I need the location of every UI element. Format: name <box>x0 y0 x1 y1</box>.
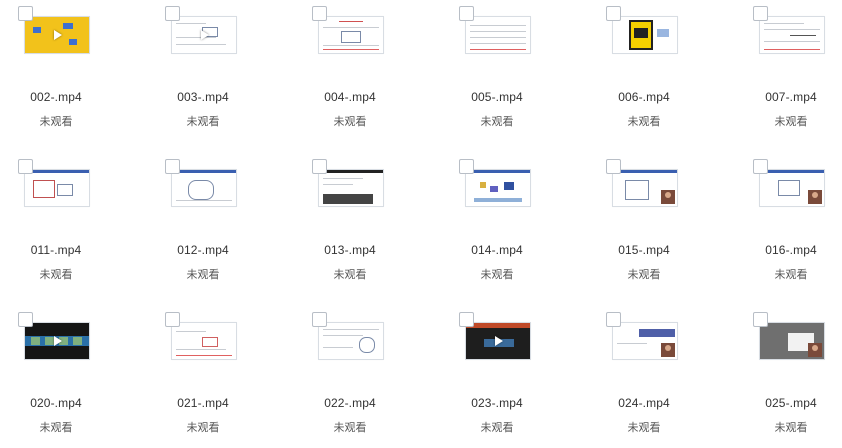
video-tile[interactable]: 005-.mp4 未观看 <box>459 2 559 142</box>
file-name[interactable]: 023-.mp4 <box>471 396 523 410</box>
video-thumbnail[interactable] <box>612 322 678 360</box>
video-thumbnail[interactable] <box>171 169 237 207</box>
checkbox-icon[interactable] <box>753 6 768 21</box>
checkbox-icon[interactable] <box>459 159 474 174</box>
video-thumbnail[interactable] <box>465 322 531 360</box>
file-name[interactable]: 024-.mp4 <box>618 396 670 410</box>
play-icon <box>54 336 62 346</box>
file-name[interactable]: 021-.mp4 <box>177 396 229 410</box>
video-thumbnail[interactable] <box>759 322 825 360</box>
video-thumbnail[interactable] <box>318 16 384 54</box>
watch-status: 未观看 <box>774 116 808 128</box>
video-thumbnail[interactable] <box>612 169 678 207</box>
checkbox-icon[interactable] <box>753 312 768 327</box>
webcam-overlay <box>808 343 822 357</box>
checkbox-icon[interactable] <box>312 159 327 174</box>
file-name[interactable]: 003-.mp4 <box>177 90 229 104</box>
video-tile[interactable]: 013-.mp4 未观看 <box>312 155 412 295</box>
file-name[interactable]: 014-.mp4 <box>471 243 523 257</box>
play-icon <box>201 30 209 40</box>
video-tile[interactable]: 023-.mp4 未观看 <box>459 308 559 448</box>
file-name[interactable]: 002-.mp4 <box>30 90 82 104</box>
video-tile[interactable]: 021-.mp4 未观看 <box>165 308 265 448</box>
video-tile[interactable]: 002-.mp4 未观看 <box>18 2 118 142</box>
checkbox-icon[interactable] <box>312 312 327 327</box>
video-thumbnail[interactable] <box>24 16 90 54</box>
checkbox-icon[interactable] <box>165 159 180 174</box>
watch-status: 未观看 <box>39 422 73 434</box>
checkbox-icon[interactable] <box>312 6 327 21</box>
video-tile[interactable]: 024-.mp4 未观看 <box>606 308 706 448</box>
checkbox-icon[interactable] <box>165 6 180 21</box>
video-tile[interactable]: 012-.mp4 未观看 <box>165 155 265 295</box>
video-tile[interactable]: 014-.mp4 未观看 <box>459 155 559 295</box>
checkbox-icon[interactable] <box>165 312 180 327</box>
watch-status: 未观看 <box>774 269 808 281</box>
watch-status: 未观看 <box>39 116 73 128</box>
watch-status: 未观看 <box>186 116 220 128</box>
watch-status: 未观看 <box>480 422 514 434</box>
video-thumbnail[interactable] <box>612 16 678 54</box>
video-thumbnail[interactable] <box>24 169 90 207</box>
watch-status: 未观看 <box>480 269 514 281</box>
checkbox-icon[interactable] <box>606 312 621 327</box>
video-thumbnail[interactable] <box>318 322 384 360</box>
video-thumbnail[interactable] <box>171 322 237 360</box>
file-name[interactable]: 022-.mp4 <box>324 396 376 410</box>
checkbox-icon[interactable] <box>459 6 474 21</box>
watch-status: 未观看 <box>39 269 73 281</box>
webcam-overlay <box>808 190 822 204</box>
file-name[interactable]: 013-.mp4 <box>324 243 376 257</box>
video-tile[interactable]: 004-.mp4 未观看 <box>312 2 412 142</box>
file-name[interactable]: 007-.mp4 <box>765 90 817 104</box>
video-tile[interactable]: 025-.mp4 未观看 <box>753 308 842 448</box>
checkbox-icon[interactable] <box>753 159 768 174</box>
file-name[interactable]: 020-.mp4 <box>30 396 82 410</box>
watch-status: 未观看 <box>627 269 661 281</box>
file-name[interactable]: 025-.mp4 <box>765 396 817 410</box>
video-thumbnail[interactable] <box>465 16 531 54</box>
webcam-overlay <box>661 190 675 204</box>
file-name[interactable]: 011-.mp4 <box>30 243 82 257</box>
video-tile[interactable]: 020-.mp4 未观看 <box>18 308 118 448</box>
webcam-overlay <box>661 343 675 357</box>
video-thumbnail[interactable] <box>318 169 384 207</box>
video-tile[interactable]: 022-.mp4 未观看 <box>312 308 412 448</box>
watch-status: 未观看 <box>186 269 220 281</box>
video-thumbnail[interactable] <box>759 16 825 54</box>
checkbox-icon[interactable] <box>18 312 33 327</box>
play-icon <box>495 336 503 346</box>
file-name[interactable]: 006-.mp4 <box>618 90 670 104</box>
watch-status: 未观看 <box>627 116 661 128</box>
video-thumbnail[interactable] <box>759 169 825 207</box>
video-tile[interactable]: 011-.mp4 未观看 <box>18 155 118 295</box>
checkbox-icon[interactable] <box>459 312 474 327</box>
file-name[interactable]: 004-.mp4 <box>324 90 376 104</box>
video-thumbnail[interactable] <box>465 169 531 207</box>
watch-status: 未观看 <box>333 116 367 128</box>
checkbox-icon[interactable] <box>18 159 33 174</box>
file-name[interactable]: 016-.mp4 <box>765 243 817 257</box>
video-tile[interactable]: 016-.mp4 未观看 <box>753 155 842 295</box>
watch-status: 未观看 <box>627 422 661 434</box>
video-tile[interactable]: 006-.mp4 未观看 <box>606 2 706 142</box>
video-tile[interactable]: 003-.mp4 未观看 <box>165 2 265 142</box>
file-name[interactable]: 015-.mp4 <box>618 243 670 257</box>
watch-status: 未观看 <box>186 422 220 434</box>
play-icon <box>54 30 62 40</box>
video-tile[interactable]: 015-.mp4 未观看 <box>606 155 706 295</box>
video-thumbnail[interactable] <box>171 16 237 54</box>
file-name[interactable]: 012-.mp4 <box>177 243 229 257</box>
checkbox-icon[interactable] <box>606 159 621 174</box>
checkbox-icon[interactable] <box>18 6 33 21</box>
watch-status: 未观看 <box>480 116 514 128</box>
video-tile[interactable]: 007-.mp4 未观看 <box>753 2 842 142</box>
file-name[interactable]: 005-.mp4 <box>471 90 523 104</box>
video-thumbnail[interactable] <box>24 322 90 360</box>
watch-status: 未观看 <box>333 422 367 434</box>
checkbox-icon[interactable] <box>606 6 621 21</box>
watch-status: 未观看 <box>333 269 367 281</box>
watch-status: 未观看 <box>774 422 808 434</box>
